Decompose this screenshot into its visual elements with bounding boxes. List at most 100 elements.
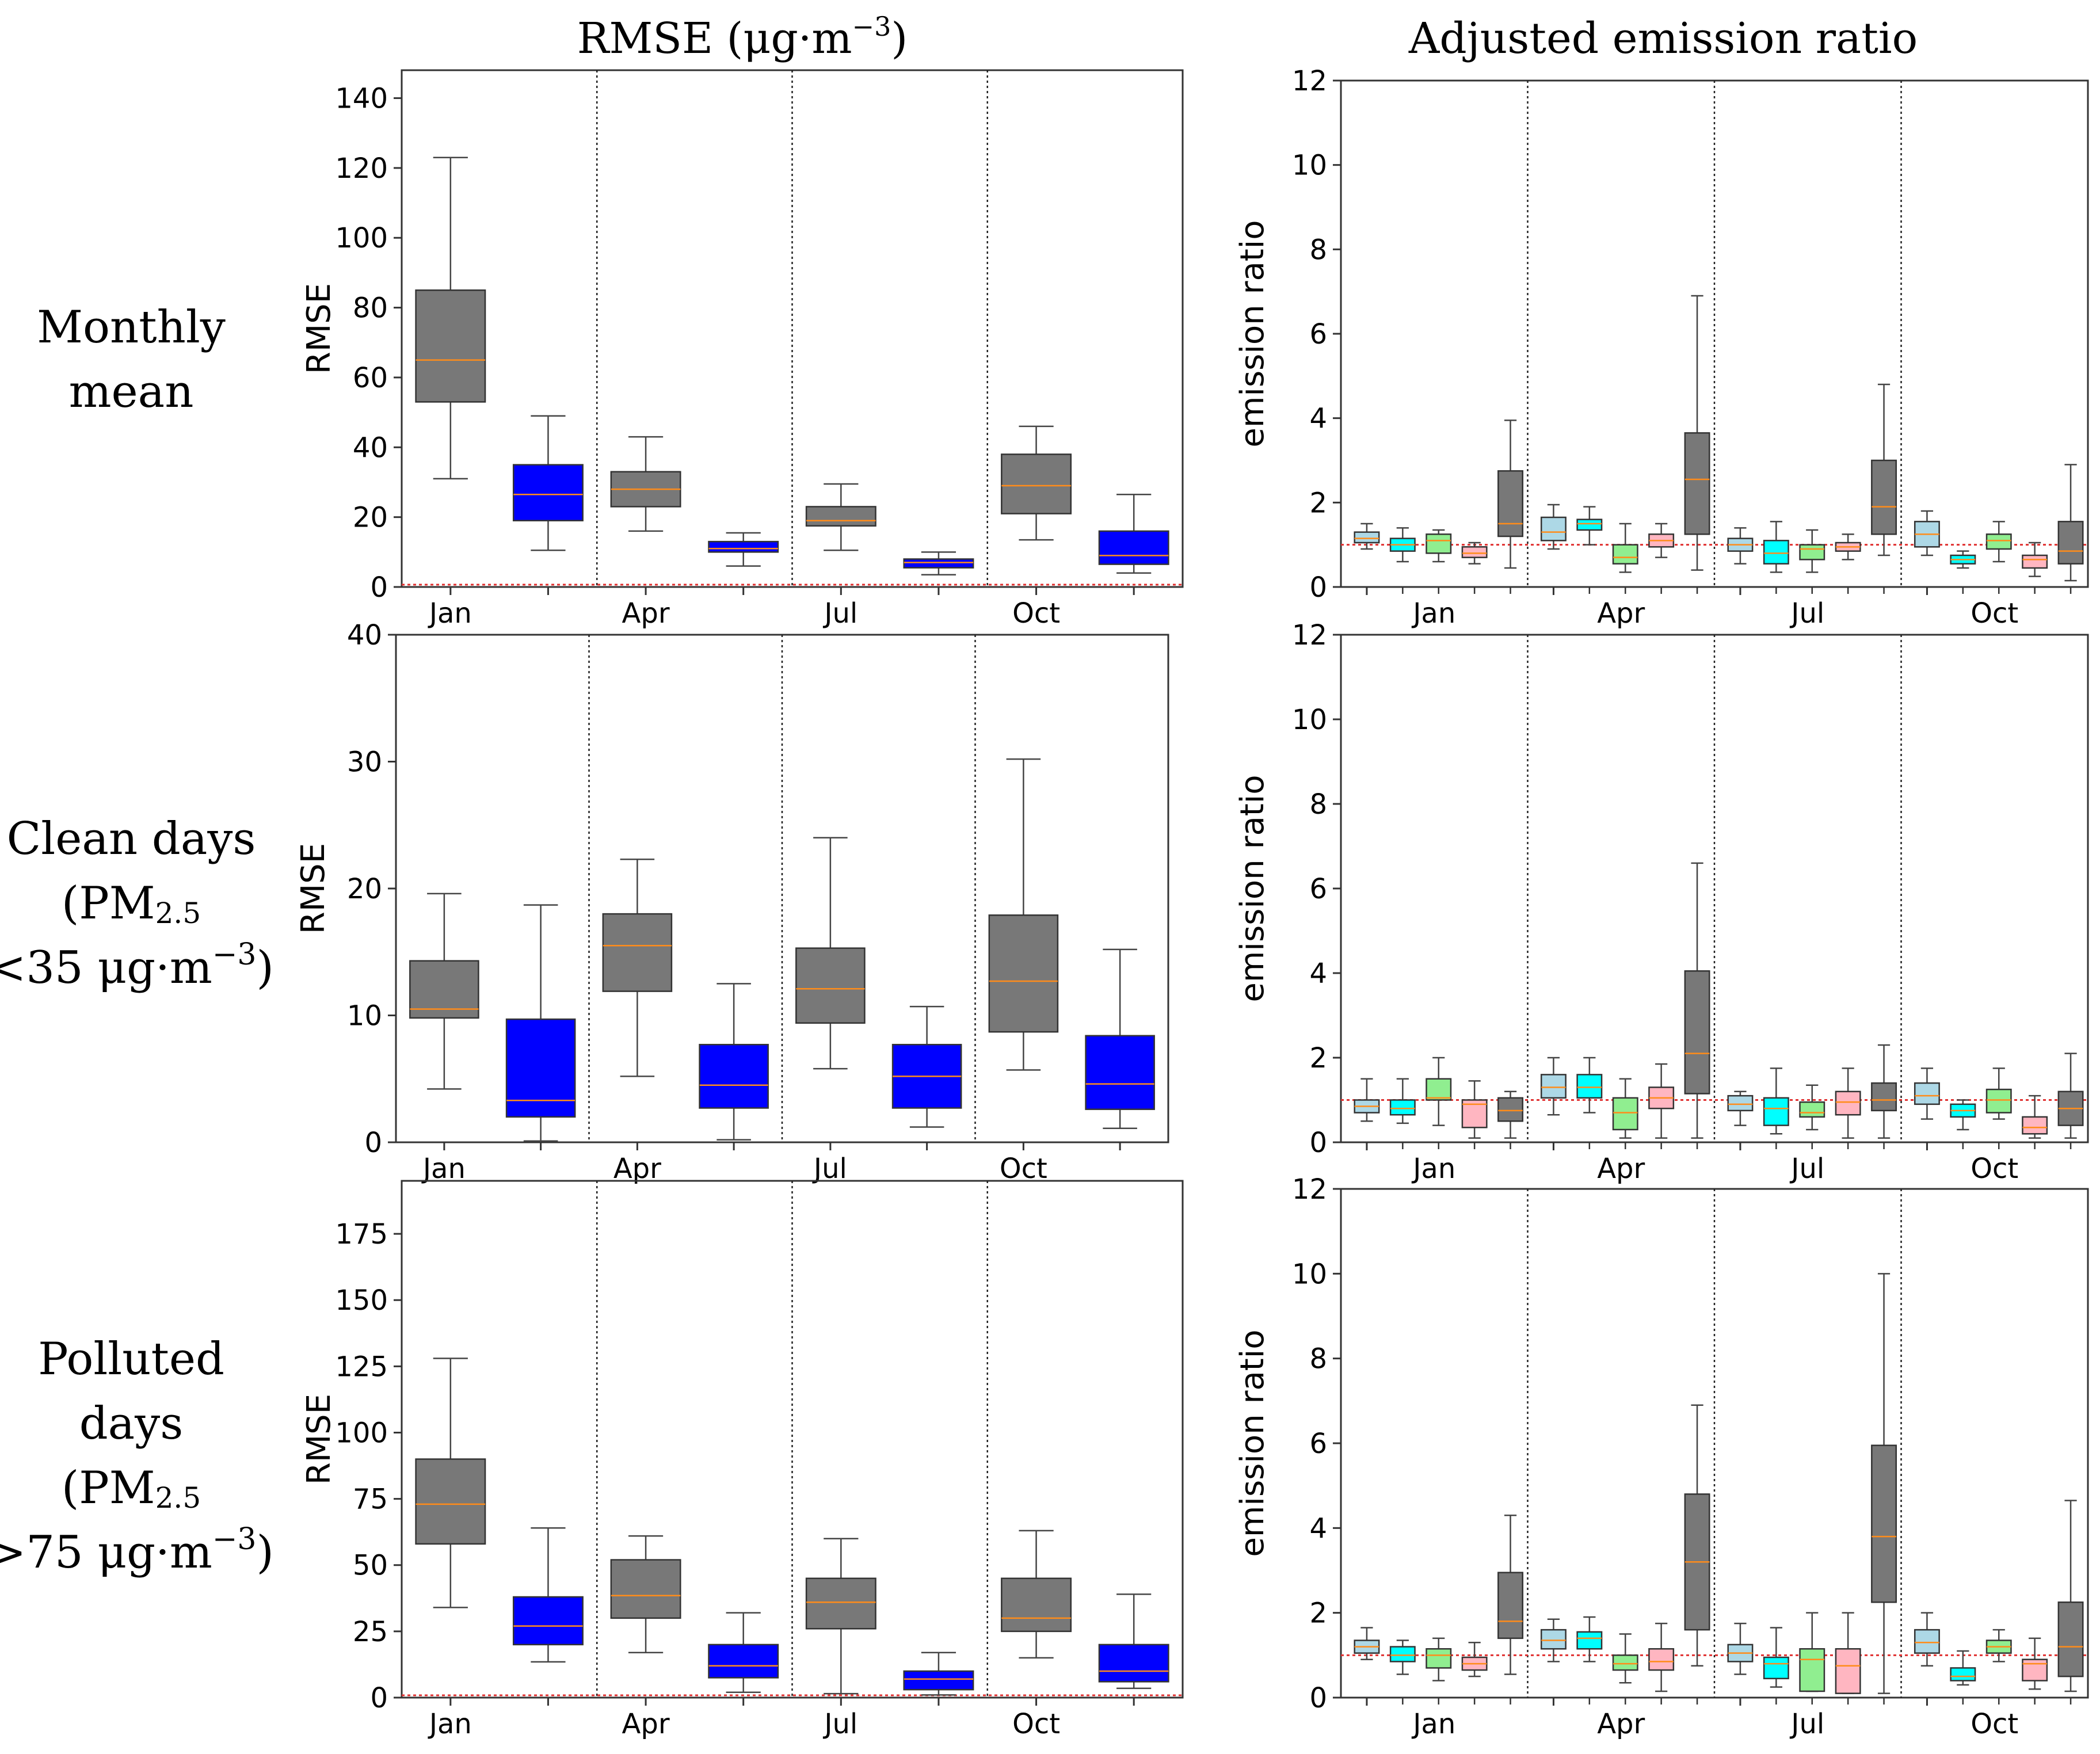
y-tick-label: 12 bbox=[1292, 65, 1327, 97]
box-jan-cyan bbox=[1389, 1639, 1416, 1675]
box-iqr bbox=[805, 1577, 876, 1630]
x-tick-label: Jul bbox=[1789, 1153, 1824, 1185]
row-label-line: Polluted bbox=[38, 1333, 224, 1385]
box-oct-gray bbox=[1001, 425, 1072, 541]
x-tick-label: Jan bbox=[421, 1153, 466, 1185]
y-tick-label: 6 bbox=[1309, 1428, 1327, 1460]
box-iqr bbox=[1540, 1629, 1567, 1650]
box-apr-gray bbox=[610, 1535, 681, 1653]
box-iqr bbox=[1497, 470, 1524, 537]
box-iqr bbox=[1727, 1095, 1754, 1112]
box-jul-gray bbox=[805, 1538, 876, 1695]
box-jul-gray bbox=[805, 483, 876, 551]
y-tick-label: 2 bbox=[1309, 487, 1327, 519]
y-tick-label: 2 bbox=[1309, 1597, 1327, 1630]
box-oct-lightblue bbox=[1914, 510, 1940, 556]
box-apr-lightblue bbox=[1540, 504, 1567, 550]
x-tick-label: Apr bbox=[1597, 597, 1645, 630]
box-iqr bbox=[1950, 1667, 1976, 1681]
y-axis-label: RMSE bbox=[300, 1394, 338, 1485]
y-tick-label: 40 bbox=[347, 619, 382, 651]
box-jan-lightblue bbox=[1354, 1627, 1380, 1660]
y-tick-label: 140 bbox=[335, 83, 388, 115]
box-apr-pink bbox=[1648, 1622, 1675, 1692]
box-iqr bbox=[610, 1559, 681, 1619]
box-iqr bbox=[1985, 1088, 2012, 1114]
x-tick-label: Jan bbox=[428, 597, 472, 630]
box-jul-gray bbox=[1871, 1273, 1897, 1694]
box-oct-blue bbox=[1098, 493, 1169, 574]
chart-ratio-clean: 0 2 4 6 8 10 12 emission ratio Jan Apr Jul Oct bbox=[1234, 619, 2089, 1185]
box-jan-gray bbox=[415, 1358, 486, 1608]
box-oct-lightgreen bbox=[1985, 521, 2012, 563]
rmse-title-sup: −3 bbox=[852, 11, 891, 42]
box-iqr bbox=[1461, 546, 1488, 558]
box-iqr bbox=[903, 1670, 974, 1691]
box-iqr bbox=[1648, 1648, 1675, 1671]
box-jul-lightgreen bbox=[1799, 1084, 1825, 1131]
y-tick-label: 30 bbox=[347, 746, 382, 779]
x-tick-label: Jul bbox=[822, 1708, 857, 1740]
box-oct-lightblue bbox=[1914, 1067, 1940, 1120]
row-label-line: Monthly bbox=[37, 302, 226, 353]
y-tick-label: 4 bbox=[1309, 958, 1327, 990]
box-oct-cyan bbox=[1950, 1099, 1976, 1131]
chart-ratio-polluted: 0 2 4 6 8 10 12 emission ratio Jan Apr Jul Oct bbox=[1234, 1173, 2089, 1740]
box-iqr bbox=[1612, 1654, 1638, 1671]
box-iqr bbox=[1576, 1631, 1603, 1650]
x-tick-label: Oct bbox=[1012, 1708, 1060, 1740]
row-label-line: mean bbox=[69, 366, 194, 418]
y-tick-label: 12 bbox=[1292, 619, 1327, 651]
box-oct-blue bbox=[1098, 1593, 1169, 1690]
box-jul-lightblue bbox=[1727, 1090, 1754, 1126]
y-axis-label: emission ratio bbox=[1234, 775, 1271, 1002]
box-iqr bbox=[708, 540, 779, 553]
box-oct-cyan bbox=[1950, 1650, 1976, 1686]
y-axis-label: emission ratio bbox=[1234, 1329, 1271, 1557]
box-jan-blue bbox=[505, 904, 576, 1142]
box-iqr bbox=[1763, 540, 1789, 565]
y-tick-label: 0 bbox=[1309, 571, 1327, 604]
rmse-column-title: RMSE (μg·m−3) bbox=[577, 11, 908, 63]
row-label-line: (PM2.5 bbox=[62, 878, 201, 930]
x-tick-label: Oct bbox=[1000, 1153, 1047, 1185]
box-apr-blue bbox=[708, 1612, 779, 1694]
box-jan-gray bbox=[409, 893, 479, 1090]
y-tick-label: 175 bbox=[335, 1218, 388, 1250]
x-tick-label: Jul bbox=[1789, 1708, 1824, 1740]
box-jul-gray bbox=[1871, 383, 1897, 556]
box-apr-blue bbox=[708, 532, 779, 567]
box-iqr bbox=[1799, 1101, 1825, 1118]
box-iqr bbox=[1001, 1577, 1072, 1633]
box-jul-cyan bbox=[1763, 1627, 1789, 1688]
box-iqr bbox=[2057, 521, 2084, 565]
box-jan-lightgreen bbox=[1426, 1637, 1452, 1681]
box-jan-blue bbox=[512, 1527, 584, 1663]
x-tick-label: Apr bbox=[622, 1708, 670, 1740]
box-jan-gray bbox=[415, 157, 486, 480]
box-jan-lightgreen bbox=[1426, 1057, 1452, 1126]
row-label-line: days bbox=[79, 1398, 184, 1450]
y-tick-label: 2 bbox=[1309, 1042, 1327, 1074]
box-iqr bbox=[1497, 1097, 1524, 1122]
box-oct-pink bbox=[2022, 1095, 2048, 1139]
box-iqr bbox=[1763, 1656, 1789, 1680]
x-tick-label: Apr bbox=[1597, 1153, 1645, 1185]
box-oct-gray bbox=[2057, 1053, 2084, 1139]
box-apr-gray bbox=[602, 859, 673, 1077]
x-tick-label: Apr bbox=[622, 597, 670, 630]
box-iqr bbox=[1497, 1572, 1524, 1639]
box-jan-lightblue bbox=[1354, 1078, 1380, 1122]
box-jul-blue bbox=[903, 1652, 974, 1696]
y-tick-label: 6 bbox=[1309, 873, 1327, 905]
box-jul-blue bbox=[891, 1005, 962, 1128]
chart-rmse-monthly: 0 20 40 60 80 100 120 140 RMSE Jan Apr Jul Oct bbox=[300, 69, 1184, 630]
box-oct-pink bbox=[2022, 542, 2048, 577]
row-label-line: <35 μg·m−3) bbox=[0, 937, 274, 994]
box-iqr bbox=[1799, 1648, 1825, 1692]
box-jul-gray bbox=[1871, 1044, 1897, 1139]
y-tick-label: 4 bbox=[1309, 1512, 1327, 1545]
box-apr-lightblue bbox=[1540, 1618, 1567, 1663]
